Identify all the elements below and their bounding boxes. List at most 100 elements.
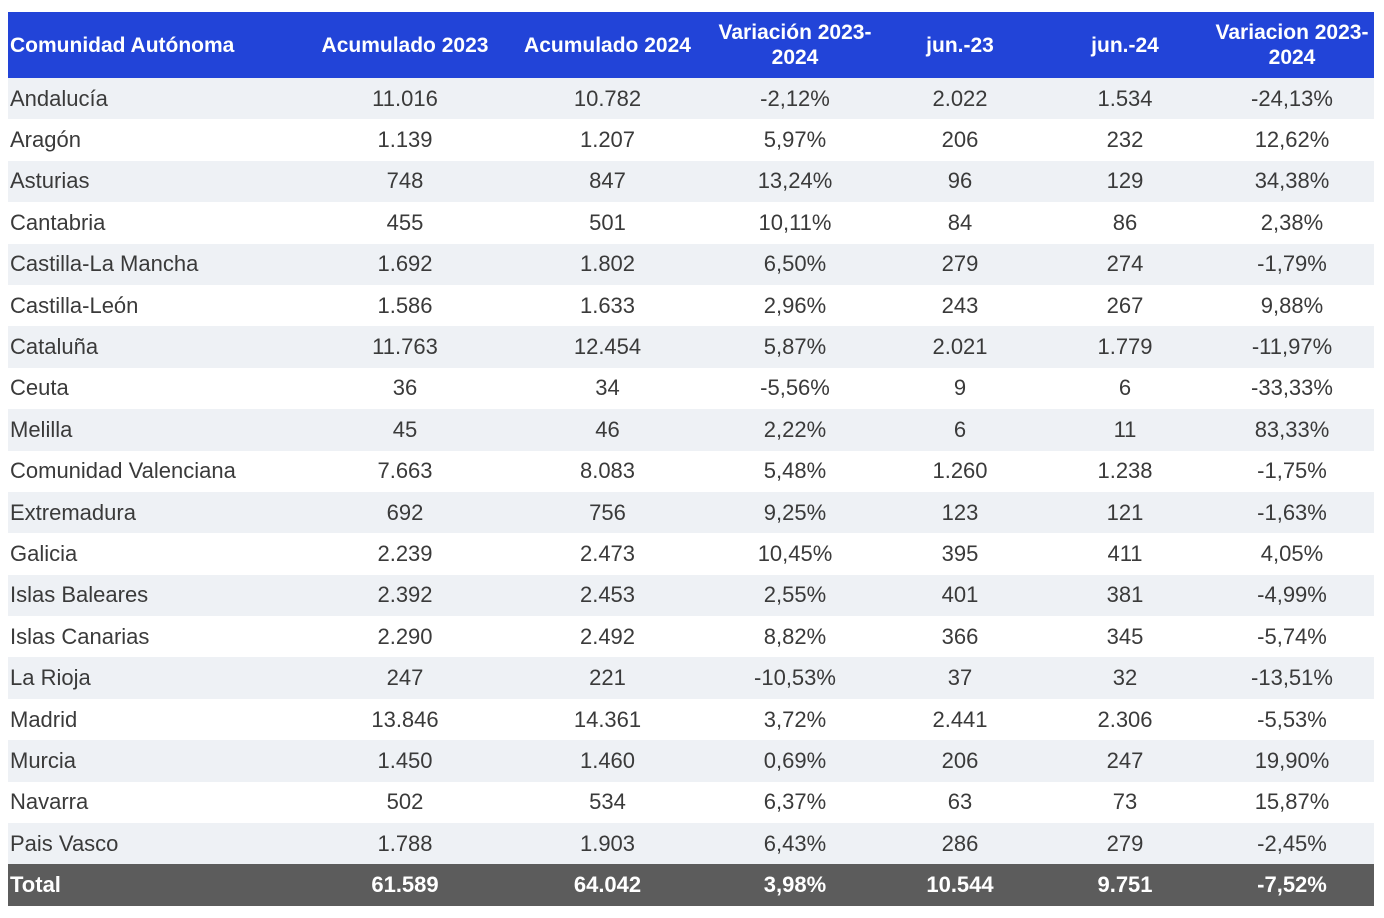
value-cell: 1.633 [505, 284, 710, 327]
region-cell: Murcia [8, 740, 305, 782]
header-cell: jun.-24 [1040, 12, 1210, 78]
total-cell: -7,52% [1210, 864, 1374, 907]
value-cell: 11 [1040, 409, 1210, 451]
value-cell: 13.846 [305, 698, 505, 741]
value-cell: 4,05% [1210, 533, 1374, 575]
value-cell: 36 [305, 367, 505, 410]
value-cell: 502 [305, 781, 505, 824]
value-cell: 10,45% [710, 533, 880, 575]
table-row: Cantabria 455 501 10,11% 84 86 2,38% [8, 202, 1374, 244]
value-cell: 63 [880, 781, 1040, 824]
value-cell: 847 [505, 160, 710, 203]
value-cell: 123 [880, 491, 1040, 534]
value-cell: 7.663 [305, 450, 505, 492]
header-row: Comunidad Autónoma Acumulado 2023 Acumulad… [8, 12, 1374, 78]
header-cell: Acumulado 2024 [505, 12, 710, 78]
region-cell: Pais Vasco [8, 823, 305, 865]
region-cell: La Rioja [8, 657, 305, 699]
value-cell: 366 [880, 616, 1040, 658]
value-cell: 73 [1040, 781, 1210, 824]
total-cell: 61.589 [305, 864, 505, 907]
value-cell: 8,82% [710, 616, 880, 658]
value-cell: 6,43% [710, 823, 880, 865]
header-cell: jun.-23 [880, 12, 1040, 78]
value-cell: 206 [880, 740, 1040, 782]
header-cell: Variacion 2023-2024 [1210, 12, 1374, 78]
value-cell: 2.441 [880, 698, 1040, 741]
value-cell: 129 [1040, 160, 1210, 203]
value-cell: 83,33% [1210, 409, 1374, 451]
value-cell: 10,11% [710, 202, 880, 244]
value-cell: 345 [1040, 616, 1210, 658]
total-cell: 3,98% [710, 864, 880, 907]
value-cell: 2.306 [1040, 698, 1210, 741]
value-cell: 2,38% [1210, 202, 1374, 244]
value-cell: 0,69% [710, 740, 880, 782]
value-cell: 10.782 [505, 78, 710, 120]
value-cell: 6 [1040, 367, 1210, 410]
value-cell: 455 [305, 202, 505, 244]
value-cell: 6,50% [710, 243, 880, 285]
value-cell: 12,62% [1210, 119, 1374, 161]
value-cell: 9,88% [1210, 284, 1374, 327]
value-cell: 2.473 [505, 533, 710, 575]
table-row: Pais Vasco 1.788 1.903 6,43% 286 279 -2,45% [8, 823, 1374, 865]
value-cell: 206 [880, 119, 1040, 161]
header-cell: Variación 2023-2024 [710, 12, 880, 78]
table-row: Castilla-La Mancha 1.692 1.802 6,50% 279 274-… [8, 243, 1374, 285]
value-cell: 267 [1040, 284, 1210, 327]
header-cell: Comunidad Autónoma [8, 12, 305, 78]
value-cell: 748 [305, 160, 505, 203]
total-cell: 9.751 [1040, 864, 1210, 907]
table-row: Madrid 13.846 14.361 3,72% 2.441 2.306 -5,53% [8, 698, 1374, 741]
value-cell: 1.260 [880, 450, 1040, 492]
value-cell: 401 [880, 574, 1040, 617]
value-cell: 534 [505, 781, 710, 824]
value-cell: 692 [305, 491, 505, 534]
table-row: Melilla 45 46 2,22% 6 11 83,33% [8, 409, 1374, 451]
data-table: Comunidad Autónoma Acumulado 2023 Acumulad… [8, 12, 1374, 907]
table-row: Islas Baleares 2.392 2.453 2,55% 401 381 -4,99… [8, 574, 1374, 617]
table-row: Galicia 2.239 2.473 10,45% 395 411 4,05% [8, 533, 1374, 575]
value-cell: 243 [880, 284, 1040, 327]
value-cell: 1.788 [305, 823, 505, 865]
value-cell: 381 [1040, 574, 1210, 617]
value-cell: 1.207 [505, 119, 710, 161]
value-cell: 5,48% [710, 450, 880, 492]
region-cell: Cataluña [8, 326, 305, 368]
value-cell: -2,12% [710, 78, 880, 120]
region-cell: Islas Canarias [8, 616, 305, 658]
value-cell: 274 [1040, 243, 1210, 285]
value-cell: 501 [505, 202, 710, 244]
value-cell: 395 [880, 533, 1040, 575]
region-cell: Cantabria [8, 202, 305, 244]
value-cell: -24,13% [1210, 78, 1374, 120]
value-cell: 279 [1040, 823, 1210, 865]
value-cell: 1.139 [305, 119, 505, 161]
region-cell: Castilla-León [8, 284, 305, 327]
value-cell: 247 [305, 657, 505, 699]
table-row: Andalucía 11.016 10.782 -2,12% 2.022 1.534 -24… [8, 78, 1374, 120]
value-cell: -13,51% [1210, 657, 1374, 699]
value-cell: -5,56% [710, 367, 880, 410]
value-cell: 2.022 [880, 78, 1040, 120]
value-cell: -33,33% [1210, 367, 1374, 410]
value-cell: 2,22% [710, 409, 880, 451]
value-cell: 11.016 [305, 78, 505, 120]
table-row: Extremadura 692 756 9,25% 123 121 -1,63% [8, 491, 1374, 534]
value-cell: 121 [1040, 491, 1210, 534]
value-cell: -11,97% [1210, 326, 1374, 368]
region-cell: Castilla-La Mancha [8, 243, 305, 285]
value-cell: -2,45% [1210, 823, 1374, 865]
table-row: Murcia 1.450 1.460 0,69% 206 247 19,90% [8, 740, 1374, 782]
value-cell: 11.763 [305, 326, 505, 368]
table-row: Castilla-León 1.586 1.633 2,96% 243 267 9,88% [8, 284, 1374, 327]
region-cell: Andalucía [8, 78, 305, 120]
value-cell: 84 [880, 202, 1040, 244]
region-cell: Madrid [8, 698, 305, 741]
value-cell: 13,24% [710, 160, 880, 203]
table-row: Navarra 502 534 6,37% 63 73 15,87% [8, 781, 1374, 824]
table-row: Ceuta 36 34 -5,56% 9 6 -33,33% [8, 367, 1374, 410]
value-cell: -10,53% [710, 657, 880, 699]
